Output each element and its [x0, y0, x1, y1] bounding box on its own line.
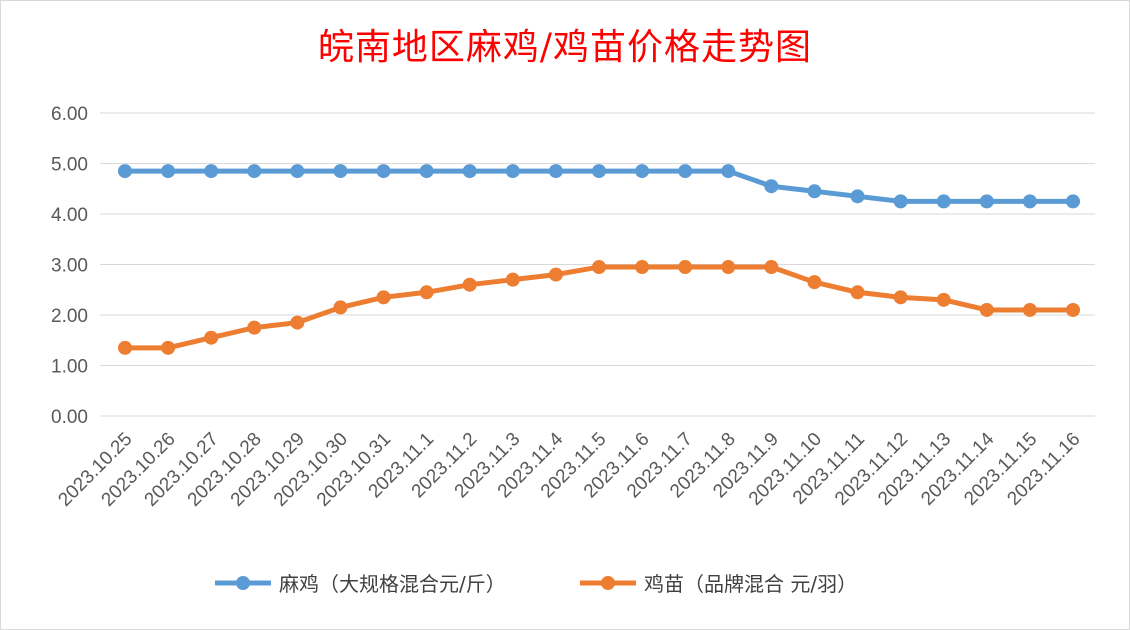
y-tick-label: 1.00 — [51, 357, 88, 378]
data-point — [204, 330, 219, 345]
data-point — [893, 194, 908, 209]
legend-swatch-marker — [236, 576, 250, 590]
x-axis-ticks: 2023.10.252023.10.262023.10.272023.10.28… — [54, 428, 1084, 510]
gridlines — [100, 112, 1095, 417]
data-point — [850, 285, 865, 300]
data-point — [247, 320, 262, 335]
data-point — [462, 277, 477, 292]
series-lines — [118, 164, 1080, 355]
data-point — [118, 164, 132, 179]
data-point — [419, 285, 434, 300]
y-tick-label: 0.00 — [51, 407, 88, 428]
data-point — [592, 164, 606, 179]
data-point — [333, 300, 348, 315]
data-point — [979, 302, 994, 317]
data-point — [850, 189, 865, 204]
data-point — [936, 194, 951, 209]
data-point — [505, 272, 520, 287]
y-tick-label: 5.00 — [51, 155, 88, 176]
data-point — [764, 179, 779, 194]
data-point — [290, 164, 305, 179]
data-point — [1066, 302, 1080, 317]
data-point — [678, 260, 693, 275]
data-point — [1022, 302, 1037, 317]
data-point — [161, 164, 176, 179]
data-point — [376, 290, 391, 305]
data-point — [505, 164, 520, 179]
data-point — [764, 260, 779, 275]
y-axis-ticks: 0.00 1.00 2.00 3.00 4.00 5.00 6.00 — [51, 104, 88, 428]
data-point — [635, 260, 650, 275]
data-point — [462, 164, 477, 179]
y-tick-label: 4.00 — [51, 205, 88, 226]
data-point — [161, 340, 176, 355]
data-point — [721, 164, 736, 179]
y-tick-label: 3.00 — [51, 256, 88, 277]
y-tick-label: 6.00 — [51, 104, 88, 125]
data-point — [893, 290, 908, 305]
legend-label: 麻鸡（大规格混合元/斤） — [279, 572, 506, 596]
data-point — [807, 184, 822, 199]
data-point — [290, 315, 305, 330]
legend-swatch-marker — [601, 576, 615, 590]
data-point — [548, 267, 563, 282]
chart-title: 皖南地区麻鸡/鸡苗价格走势图 — [317, 27, 813, 68]
data-point — [1022, 194, 1037, 209]
legend-label: 鸡苗（品牌混合 元/羽） — [644, 572, 857, 596]
data-point — [548, 164, 563, 179]
data-point — [635, 164, 650, 179]
data-point — [807, 275, 822, 290]
legend: 麻鸡（大规格混合元/斤） 鸡苗（品牌混合 元/羽） — [215, 572, 857, 596]
series-line-1 — [125, 264, 1073, 351]
data-point — [247, 164, 262, 179]
data-point — [376, 164, 391, 179]
data-point — [979, 194, 994, 209]
data-point — [1066, 194, 1080, 209]
data-point — [419, 164, 434, 179]
data-point — [118, 340, 132, 355]
data-point — [333, 164, 348, 179]
y-tick-label: 2.00 — [51, 306, 88, 327]
data-point — [678, 164, 693, 179]
data-point — [721, 260, 736, 275]
data-point — [204, 164, 219, 179]
data-point — [592, 260, 606, 275]
data-point — [936, 292, 951, 307]
